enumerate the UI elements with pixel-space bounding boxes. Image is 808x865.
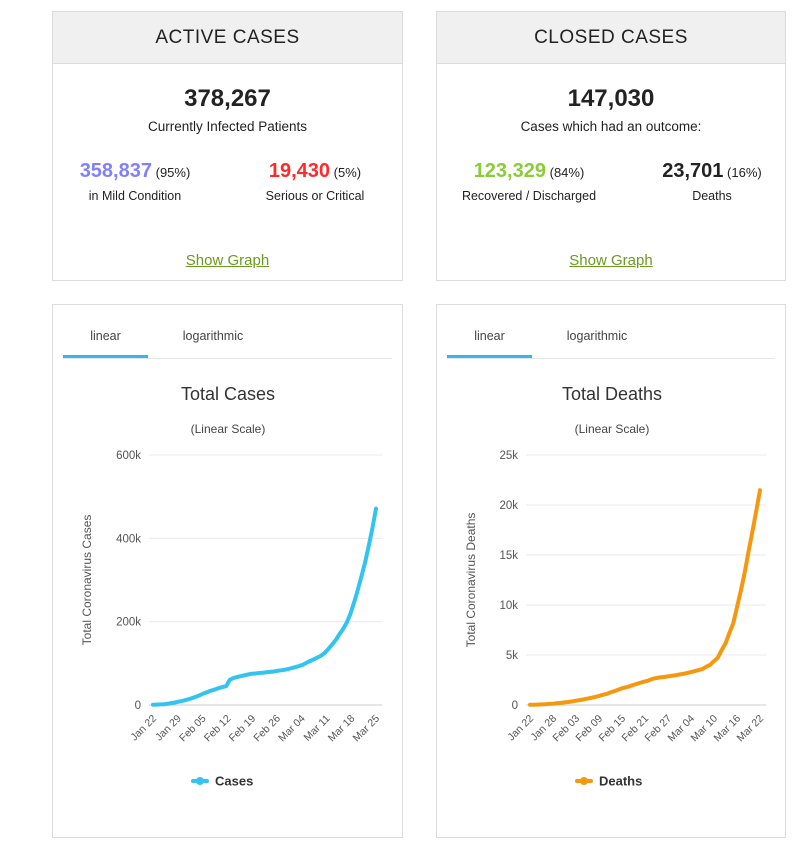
cases-chart-title: Total Cases: [181, 384, 275, 404]
cases-ytick-label: 200k: [116, 617, 141, 629]
deaths-ytick-label: 0: [512, 700, 518, 712]
tab-linear[interactable]: linear: [447, 325, 532, 358]
deaths-ylabel: Total Coronavirus Deaths: [464, 513, 478, 648]
deaths-legend-label: Deaths: [599, 774, 642, 789]
cases-xtick-label: Mar 04: [276, 713, 308, 745]
mild-condition-value: 358,837: [79, 160, 152, 182]
cases-xtick-label: Feb 19: [227, 713, 259, 745]
tab-logarithmic[interactable]: logarithmic: [566, 329, 628, 343]
cases-ytick-label: 400k: [116, 533, 141, 545]
deaths-ytick-label: 10k: [499, 600, 518, 612]
active-cases-title: ACTIVE CASES: [53, 12, 402, 64]
active-cases-card: ACTIVE CASES 378,267 Currently Infected …: [52, 11, 403, 281]
cases-ylabel: Total Coronavirus Cases: [80, 515, 94, 646]
active-cases-total: 378,267: [184, 85, 271, 112]
deaths-series-line: [528, 488, 762, 707]
deaths-ytick-label: 25k: [499, 450, 518, 462]
deaths-percent: (16%): [727, 165, 762, 180]
active-cases-total-label: Currently Infected Patients: [147, 119, 308, 134]
tab-linear[interactable]: linear: [63, 325, 148, 358]
deaths-stat: 23,701 (16%) Deaths: [627, 160, 797, 203]
recovered-percent: (84%): [549, 165, 585, 180]
deaths-value: 23,701: [662, 160, 724, 182]
cases-series-line: [151, 506, 378, 707]
mild-condition-label: in Mild Condition: [88, 189, 182, 203]
total-cases-chart-card: linear logarithmic Total Cases (Linear Sc…: [52, 304, 403, 838]
serious-critical-stat: 19,430 (5%) Serious or Critical: [230, 160, 400, 203]
closed-cases-card: CLOSED CASES 147,030 Cases which had an …: [436, 11, 786, 281]
cases-xtick-label: Feb 12: [202, 713, 234, 745]
cases-xtick-label: Feb 05: [177, 713, 209, 745]
deaths-chart-title: Total Deaths: [562, 384, 662, 404]
cases-xtick-label: Mar 18: [326, 713, 358, 745]
active-show-graph-link[interactable]: Show Graph: [185, 252, 270, 269]
cases-ytick-label: 600k: [116, 450, 141, 462]
closed-cases-total-label: Cases which had an outcome:: [520, 119, 702, 134]
total-deaths-chart-card: linear logarithmic Total Deaths (Linear S…: [436, 304, 786, 838]
serious-critical-label: Serious or Critical: [265, 189, 365, 203]
recovered-stat: 123,329 (84%) Recovered / Discharged: [444, 160, 614, 203]
closed-cases-total: 147,030: [567, 85, 655, 112]
deaths-ytick-label: 15k: [499, 550, 518, 562]
recovered-label: Recovered / Discharged: [461, 189, 597, 203]
total-cases-chart: Total Cases (Linear Scale) 0 200k 400k 600k To…: [80, 384, 383, 789]
recovered-value: 123,329: [473, 160, 546, 182]
total-cases-scale-tabs: linear logarithmic: [63, 325, 392, 359]
mild-condition-percent: (95%): [155, 165, 191, 180]
total-deaths-chart: Total Deaths (Linear Scale) 0 5k 10k 15k 20k 25…: [464, 384, 766, 789]
total-deaths-scale-tabs: linear logarithmic: [447, 325, 775, 359]
cases-legend-label: Cases: [215, 774, 253, 789]
deaths-ytick-label: 20k: [499, 500, 518, 512]
cases-chart-subtitle: (Linear Scale): [191, 422, 266, 436]
deaths-legend-dot: [580, 777, 588, 785]
cases-ytick-label: 0: [135, 700, 141, 712]
serious-critical-value: 19,430: [268, 160, 331, 182]
deaths-ytick-label: 5k: [506, 650, 518, 662]
cases-xtick-label: Mar 25: [351, 713, 383, 745]
mild-condition-stat: 358,837 (95%) in Mild Condition: [50, 160, 220, 203]
deaths-chart-subtitle: (Linear Scale): [575, 422, 650, 436]
serious-critical-percent: (5%): [333, 165, 362, 180]
cases-xtick-label: Feb 26: [251, 713, 283, 745]
deaths-label: Deaths: [692, 189, 732, 203]
cases-legend-dot: [196, 777, 204, 785]
tab-logarithmic[interactable]: logarithmic: [182, 329, 244, 343]
closed-show-graph-link[interactable]: Show Graph: [569, 252, 653, 269]
cases-xtick-label: Jan 22: [128, 713, 159, 744]
closed-cases-title: CLOSED CASES: [437, 12, 785, 64]
